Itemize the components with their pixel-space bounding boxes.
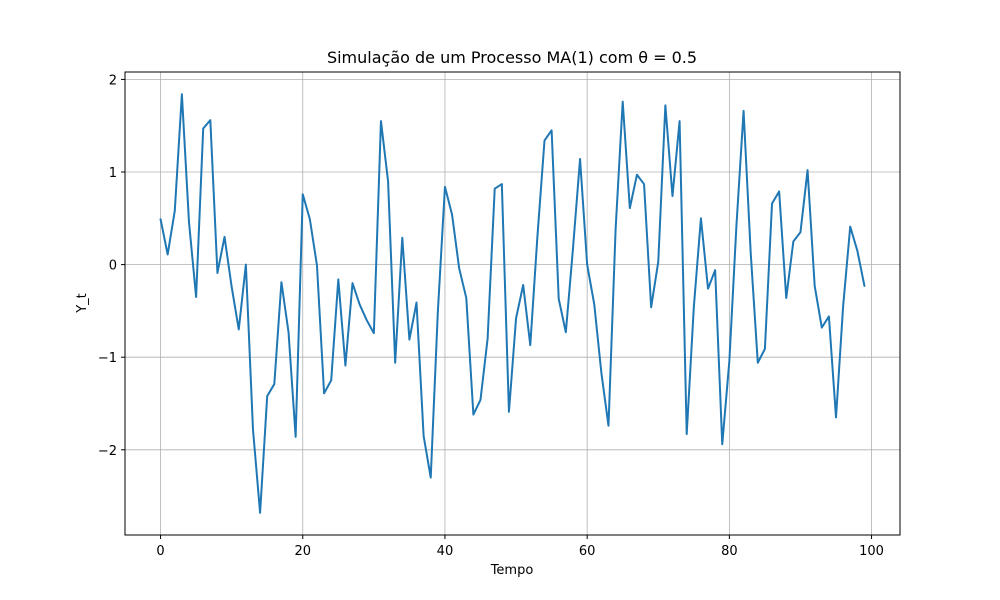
x-axis-label: Tempo — [490, 563, 534, 578]
x-tick-label: 0 — [156, 544, 164, 559]
y-tick-label: 2 — [109, 73, 117, 88]
x-tick-label: 100 — [859, 544, 884, 559]
series-line — [159, 93, 866, 514]
y-tick-label: 0 — [109, 259, 117, 274]
y-tick-label: −2 — [98, 444, 117, 459]
x-tick-label: 60 — [579, 544, 596, 559]
y-axis-label: Y_t — [75, 293, 90, 314]
x-tick-label: 80 — [721, 544, 738, 559]
series-layer — [159, 93, 866, 514]
chart-title: Simulação de um Processo MA(1) com θ = 0… — [327, 48, 697, 67]
axis-ticks: 0 20 40 60 80 100 2 1 0 −1 −2 — [98, 73, 884, 559]
plot-area-frame — [124, 71, 901, 536]
y-tick-label: −1 — [98, 351, 117, 366]
x-tick-label: 40 — [437, 544, 454, 559]
x-tick-label: 20 — [294, 544, 311, 559]
y-tick-label: 1 — [109, 166, 117, 181]
